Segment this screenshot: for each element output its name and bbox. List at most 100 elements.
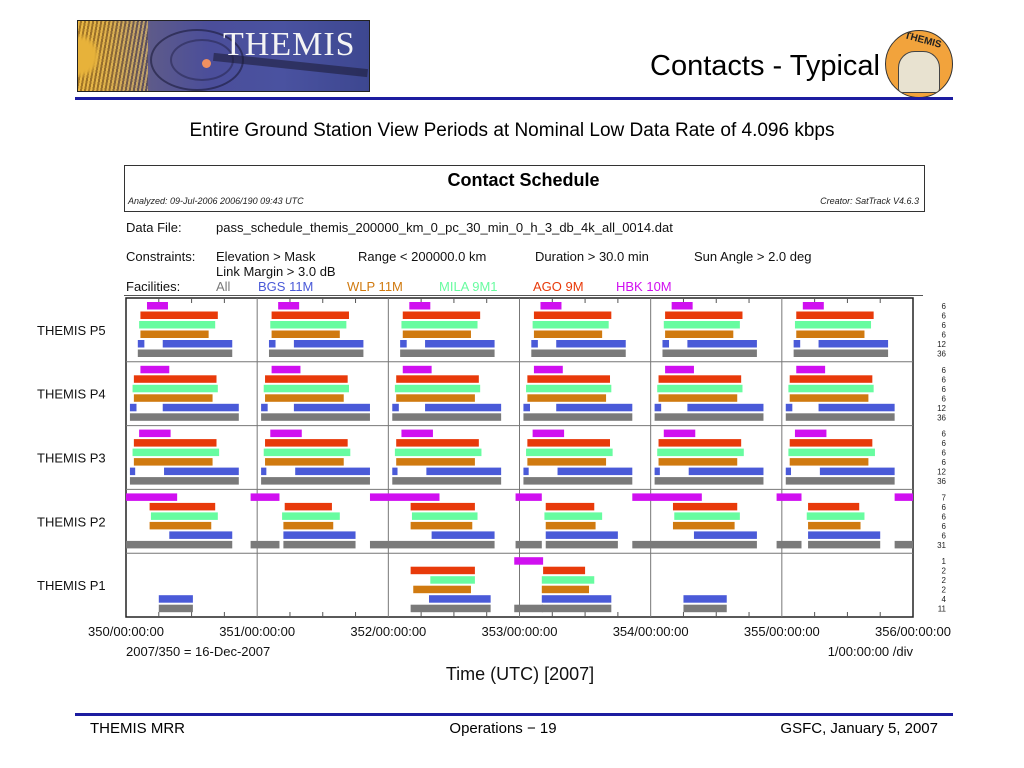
contact-bar-bgs bbox=[283, 531, 356, 539]
contact-bar-bgs bbox=[164, 467, 239, 476]
contact-bar-mila bbox=[657, 448, 744, 457]
contact-bar-bgs bbox=[392, 403, 399, 412]
contact-count: 1 bbox=[942, 557, 947, 566]
contact-bar-all bbox=[129, 477, 239, 485]
contact-bar-wlp bbox=[265, 458, 344, 466]
contact-bar-all bbox=[261, 477, 370, 485]
contact-bar-mila bbox=[270, 321, 347, 329]
contact-bar-hbk bbox=[139, 429, 171, 438]
contact-count: 2 bbox=[942, 567, 947, 576]
contact-bar-all bbox=[400, 349, 495, 357]
creator-label: Creator: SatTrack V4.6.3 bbox=[820, 196, 919, 206]
contact-bar-wlp bbox=[658, 394, 738, 402]
contact-bar-bgs bbox=[426, 467, 502, 476]
contact-bar-bgs bbox=[169, 531, 233, 539]
contact-count: 7 bbox=[942, 493, 947, 502]
footer-right: GSFC, January 5, 2007 bbox=[780, 720, 938, 737]
contact-count: 6 bbox=[942, 512, 947, 521]
contact-count: 6 bbox=[942, 449, 947, 458]
contact-bar-bgs bbox=[293, 340, 364, 348]
contact-bar-mila bbox=[150, 512, 218, 520]
contact-bar-mila bbox=[401, 321, 478, 329]
constraint-range: Range < 200000.0 km bbox=[358, 249, 487, 264]
contact-bar-ago bbox=[410, 566, 475, 575]
contact-bar-wlp bbox=[658, 458, 738, 466]
contact-bar-hbk bbox=[401, 429, 433, 438]
contact-count: 6 bbox=[942, 394, 947, 403]
contact-bar-mila bbox=[394, 384, 481, 393]
contact-bar-ago bbox=[543, 566, 586, 575]
x-note-left: 2007/350 = 16-Dec-2007 bbox=[126, 644, 270, 659]
contact-bar-hbk bbox=[271, 365, 301, 374]
contact-count: 4 bbox=[942, 595, 947, 604]
contact-bar-bgs bbox=[129, 403, 137, 412]
contact-bar-ago bbox=[808, 502, 860, 511]
contact-bar-bgs bbox=[523, 467, 529, 476]
slide-subtitle: Entire Ground Station View Periods at No… bbox=[189, 120, 835, 141]
sun-graphic bbox=[78, 36, 98, 76]
contact-bar-bgs bbox=[137, 340, 145, 348]
legend-item-wlp: WLP 11M bbox=[347, 279, 403, 294]
contact-bar-hbk bbox=[665, 365, 694, 374]
contact-bar-mila bbox=[544, 512, 603, 520]
emblem-figure bbox=[898, 51, 940, 93]
contact-bar-mila bbox=[139, 321, 216, 329]
contact-bar-wlp bbox=[545, 521, 596, 530]
contact-bar-all bbox=[137, 349, 233, 357]
contact-bar-hbk bbox=[776, 493, 802, 501]
contact-bar-hbk bbox=[663, 429, 696, 438]
legend-item-mila: MILA 9M1 bbox=[439, 279, 498, 294]
contact-count: 2 bbox=[942, 576, 947, 585]
contact-count: 6 bbox=[942, 312, 947, 321]
contact-bar-ago bbox=[527, 439, 611, 447]
contact-bar-bgs bbox=[654, 403, 662, 412]
contact-bar-bgs bbox=[425, 340, 495, 348]
contact-bar-bgs bbox=[808, 531, 881, 539]
contact-bar-ago bbox=[140, 311, 218, 319]
contact-bar-bgs bbox=[162, 403, 239, 412]
contact-bar-all bbox=[514, 604, 544, 613]
contact-count: 12 bbox=[937, 468, 946, 477]
contact-count: 6 bbox=[942, 458, 947, 467]
contact-bar-bgs bbox=[162, 340, 233, 348]
contact-bar-all bbox=[531, 349, 626, 357]
contact-bar-hbk bbox=[250, 493, 280, 501]
contact-bar-all bbox=[126, 540, 233, 549]
contact-bar-bgs bbox=[295, 467, 370, 476]
contact-bar-hbk bbox=[140, 365, 170, 374]
contact-bar-all bbox=[654, 413, 764, 421]
contact-bar-all bbox=[541, 604, 612, 613]
contact-bar-all bbox=[392, 477, 502, 485]
contact-bar-bgs bbox=[818, 340, 889, 348]
contact-bar-ago bbox=[796, 311, 874, 319]
contact-bar-hbk bbox=[515, 493, 542, 501]
contact-bar-bgs bbox=[268, 340, 276, 348]
x-axis-label: Time (UTC) [2007] bbox=[446, 664, 594, 684]
contact-bar-ago bbox=[789, 439, 873, 447]
row-label: THEMIS P1 bbox=[37, 578, 106, 593]
contact-count: 6 bbox=[942, 439, 947, 448]
contact-bar-wlp bbox=[808, 521, 861, 530]
legend-item-bgs: BGS 11M bbox=[258, 279, 314, 294]
schedule-title: Contact Schedule bbox=[447, 170, 600, 190]
contact-bar-all bbox=[261, 413, 370, 421]
contact-bar-ago bbox=[545, 502, 595, 511]
logo-text: THEMIS bbox=[223, 26, 356, 63]
contact-bar-bgs bbox=[523, 403, 530, 412]
contact-count: 6 bbox=[942, 531, 947, 540]
contact-bar-hbk bbox=[794, 429, 827, 438]
contact-bar-bgs bbox=[545, 531, 618, 539]
contact-bar-all bbox=[785, 477, 895, 485]
contact-bar-wlp bbox=[271, 330, 340, 338]
contact-bar-wlp bbox=[789, 394, 869, 402]
contact-bar-hbk bbox=[146, 302, 168, 310]
data-file-label: Data File: bbox=[126, 220, 182, 235]
contact-bar-bgs bbox=[557, 467, 633, 476]
contact-bar-all bbox=[654, 477, 764, 485]
contact-bar-wlp bbox=[789, 458, 869, 466]
contact-bar-all bbox=[515, 540, 542, 549]
themis-logo-banner: THEMIS bbox=[77, 20, 370, 92]
contact-bar-wlp bbox=[410, 521, 473, 530]
contact-bar-wlp bbox=[402, 330, 471, 338]
contact-count: 2 bbox=[942, 586, 947, 595]
